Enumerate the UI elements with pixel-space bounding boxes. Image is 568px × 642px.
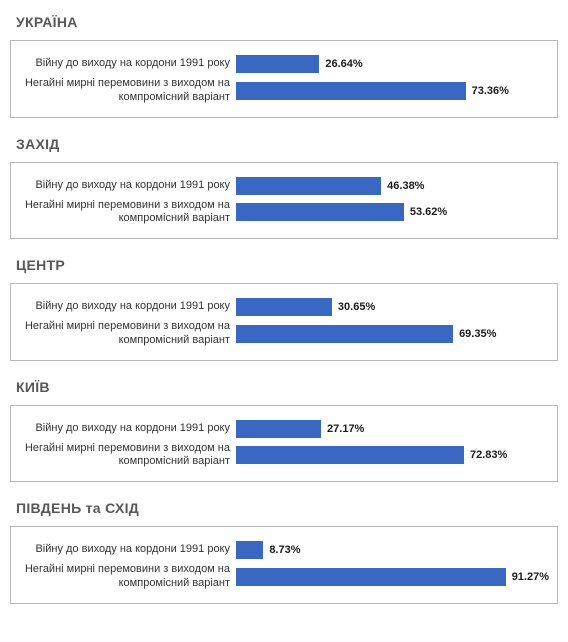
section: ПІВДЕНЬ та СХІД Війну до виходу на кордон…: [10, 500, 558, 604]
bar-row: Негайні мирні перемовини з виходом на ко…: [11, 199, 549, 227]
section-title: ПІВДЕНЬ та СХІД: [16, 500, 558, 516]
bar-fill: [236, 55, 319, 73]
bar-label: Негайні мирні перемовини з виходом на ко…: [11, 320, 236, 348]
bar-fill: [236, 446, 464, 464]
bar-fill: [236, 325, 453, 343]
bar-track: 8.73%: [236, 541, 549, 559]
bar-value: 8.73%: [269, 544, 300, 556]
bar-fill: [236, 203, 404, 221]
bar-fill: [236, 82, 466, 100]
bar-value: 53.62%: [410, 206, 447, 218]
section: УКРАЇНА Війну до виходу на кордони 1991 р…: [10, 14, 558, 118]
bar-track: 53.62%: [236, 203, 549, 221]
bar-row: Війну до виходу на кордони 1991 року 26.6…: [11, 53, 549, 75]
chart-panel: Війну до виходу на кордони 1991 року 30.6…: [10, 283, 558, 361]
bar-fill: [236, 177, 381, 195]
bar-track: 73.36%: [236, 82, 549, 100]
bar-label: Негайні мирні перемовини з виходом на ко…: [11, 199, 236, 227]
bar-row: Негайні мирні перемовини з виходом на ко…: [11, 442, 549, 470]
bar-row: Війну до виходу на кордони 1991 року 30.6…: [11, 296, 549, 318]
bar-track: 30.65%: [236, 298, 549, 316]
bar-value: 72.83%: [470, 449, 507, 461]
bar-row: Війну до виходу на кордони 1991 року 46.3…: [11, 175, 549, 197]
bar-value: 46.38%: [387, 180, 424, 192]
bar-row: Війну до виходу на кордони 1991 року 27.1…: [11, 418, 549, 440]
bar-track: 72.83%: [236, 446, 549, 464]
bar-value: 26.64%: [325, 58, 362, 70]
bar-track: 26.64%: [236, 55, 549, 73]
chart-panel: Війну до виходу на кордони 1991 року 8.73…: [10, 526, 558, 604]
bar-label: Війну до виходу на кордони 1991 року: [11, 179, 236, 193]
chart-panel: Війну до виходу на кордони 1991 року 27.1…: [10, 405, 558, 483]
bar-fill: [236, 298, 332, 316]
bar-value: 69.35%: [459, 328, 496, 340]
chart-panel: Війну до виходу на кордони 1991 року 46.3…: [10, 162, 558, 240]
bar-row: Негайні мирні перемовини з виходом на ко…: [11, 563, 549, 591]
chart-panel: Війну до виходу на кордони 1991 року 26.6…: [10, 40, 558, 118]
bar-label: Війну до виходу на кордони 1991 року: [11, 57, 236, 71]
bar-value: 73.36%: [472, 85, 509, 97]
bar-track: 46.38%: [236, 177, 549, 195]
bar-row: Негайні мирні перемовини з виходом на ко…: [11, 320, 549, 348]
section-title: УКРАЇНА: [16, 14, 558, 30]
bar-label: Негайні мирні перемовини з виходом на ко…: [11, 563, 236, 591]
section: ЗАХІД Війну до виходу на кордони 1991 рок…: [10, 136, 558, 240]
bar-row: Війну до виходу на кордони 1991 року 8.73…: [11, 539, 549, 561]
bar-fill: [236, 420, 321, 438]
section: КИЇВ Війну до виходу на кордони 1991 року…: [10, 379, 558, 483]
bar-track: 69.35%: [236, 325, 549, 343]
bar-value: 91.27%: [512, 571, 549, 583]
bar-track: 27.17%: [236, 420, 549, 438]
section: ЦЕНТР Війну до виходу на кордони 1991 рок…: [10, 257, 558, 361]
bar-fill: [236, 541, 263, 559]
bar-fill: [236, 568, 506, 586]
bar-label: Негайні мирні перемовини з виходом на ко…: [11, 442, 236, 470]
bar-label: Війну до виходу на кордони 1991 року: [11, 300, 236, 314]
survey-multiples: УКРАЇНА Війну до виходу на кордони 1991 р…: [0, 0, 568, 642]
bar-value: 27.17%: [327, 423, 364, 435]
bar-row: Негайні мирні перемовини з виходом на ко…: [11, 77, 549, 105]
bar-track: 91.27%: [236, 568, 549, 586]
bar-label: Війну до виходу на кордони 1991 року: [11, 422, 236, 436]
section-title: ЗАХІД: [16, 136, 558, 152]
bar-value: 30.65%: [338, 301, 375, 313]
bar-label: Війну до виходу на кордони 1991 року: [11, 543, 236, 557]
section-title: ЦЕНТР: [16, 257, 558, 273]
section-title: КИЇВ: [16, 379, 558, 395]
bar-label: Негайні мирні перемовини з виходом на ко…: [11, 77, 236, 105]
